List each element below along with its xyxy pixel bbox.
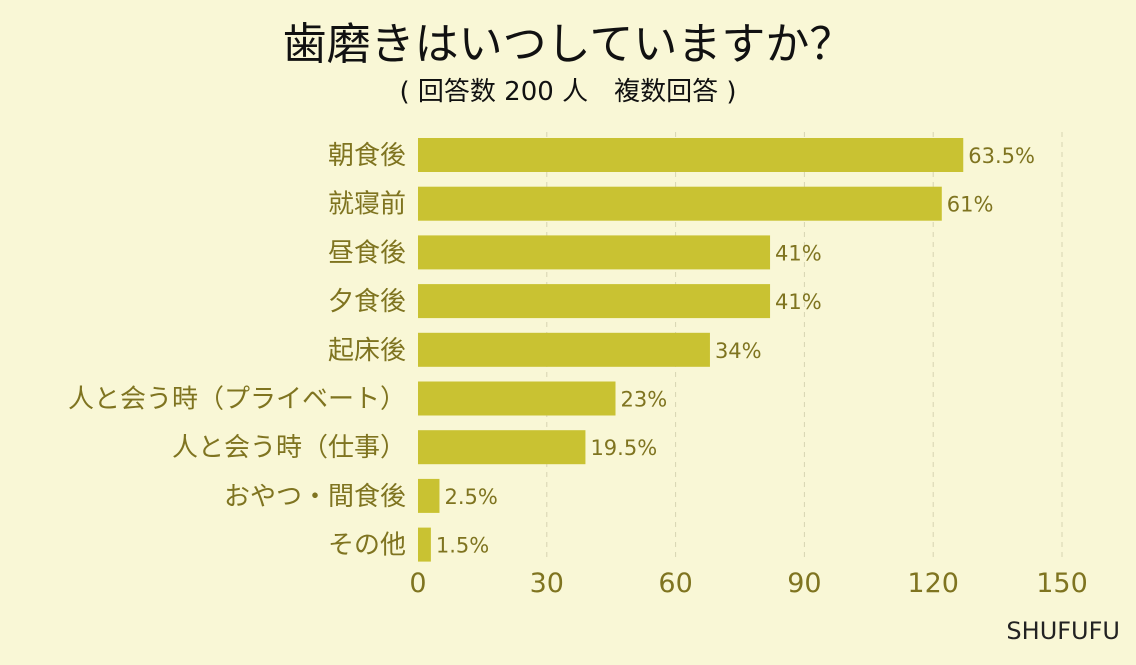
value-label: 19.5% [590, 436, 657, 460]
category-label: 人と会う時（仕事） [172, 433, 406, 463]
x-tick-label: 60 [658, 568, 692, 599]
value-label: 41% [775, 290, 822, 314]
value-label: 23% [620, 388, 667, 412]
bar [418, 332, 710, 367]
category-label: 就寝前 [328, 190, 406, 220]
category-label: 起床後 [328, 336, 406, 366]
bar [418, 478, 440, 513]
x-tick-label: 0 [409, 568, 426, 599]
category-label: 夕食後 [328, 287, 406, 317]
value-label: 41% [775, 241, 822, 265]
bar [418, 186, 942, 221]
bar [418, 430, 586, 465]
brand-label: SHUFUFU [1006, 617, 1120, 645]
value-label: 63.5% [968, 144, 1035, 168]
x-tick-label: 150 [1036, 568, 1088, 599]
category-label: 人と会う時（プライベート） [68, 385, 406, 415]
bar [418, 381, 616, 416]
bar [418, 527, 431, 562]
category-label: 昼食後 [328, 238, 406, 268]
bar [418, 235, 771, 270]
x-tick-label: 90 [787, 568, 821, 599]
x-tick-label: 120 [907, 568, 959, 599]
bar [418, 138, 964, 172]
bar [418, 284, 771, 319]
value-label: 1.5% [436, 534, 489, 558]
value-label: 61% [947, 193, 994, 217]
x-tick-label: 30 [530, 568, 564, 599]
chart-subtitle: ( 回答数 200 人 複数回答 ) [399, 77, 737, 107]
chart-title: 歯磨きはいつしていますか？ [282, 19, 854, 70]
category-label: 朝食後 [328, 141, 406, 171]
value-label: 34% [715, 339, 762, 363]
value-label: 2.5% [444, 485, 497, 509]
category-label: その他 [328, 531, 406, 561]
category-label: おやつ・間食後 [224, 482, 406, 512]
